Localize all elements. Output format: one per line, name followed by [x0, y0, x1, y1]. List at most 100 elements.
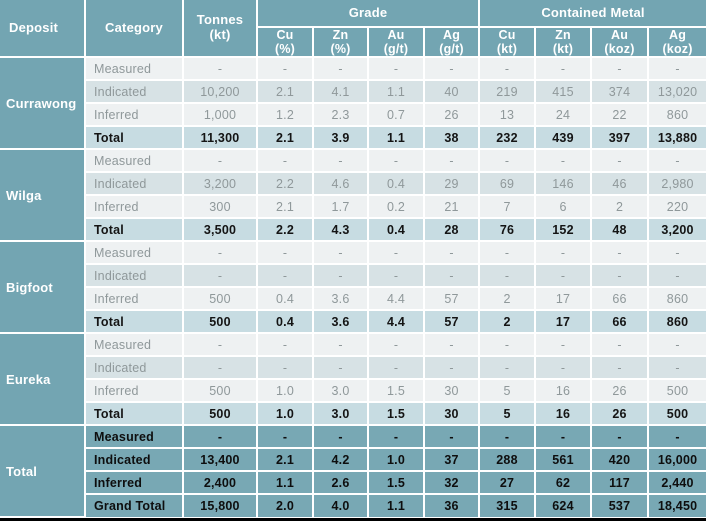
value-cell: -	[648, 57, 706, 81]
value-cell: -	[257, 425, 314, 449]
value-cell: 1,000	[183, 103, 258, 127]
header-grade-ag: Ag (g/t)	[424, 27, 481, 58]
value-cell: 4.4	[368, 310, 425, 334]
value-cell: -	[648, 356, 706, 380]
value-cell: 2,980	[648, 172, 706, 196]
deposit-cell: Currawong	[0, 57, 86, 150]
value-cell: 1.0	[257, 379, 314, 403]
value-cell: -	[424, 425, 481, 449]
value-cell: 27	[479, 471, 537, 495]
table-row: Inferred 500 0.4 3.6 4.4 57 2 17 66 860	[0, 287, 706, 311]
value-cell: -	[648, 333, 706, 357]
value-cell: 66	[591, 287, 650, 311]
value-cell: 57	[424, 287, 481, 311]
value-cell: -	[313, 264, 369, 288]
value-cell: 146	[535, 172, 593, 196]
header-grade-group: Grade	[257, 0, 481, 28]
value-cell: 66	[591, 310, 650, 334]
category-cell: Measured	[85, 57, 184, 81]
table-row: Inferred 2,400 1.1 2.6 1.5 32 27 62 117 2,440	[0, 471, 706, 495]
value-cell: 3,500	[183, 218, 258, 242]
value-cell: 16	[535, 402, 593, 426]
table-row: Indicated 3,200 2.2 4.6 0.4 29 69 146 46 2,980	[0, 172, 706, 196]
value-cell: -	[591, 425, 650, 449]
value-cell: 2.1	[257, 195, 314, 219]
value-cell: -	[183, 57, 258, 81]
value-cell: 1.1	[257, 471, 314, 495]
value-cell: 0.4	[368, 172, 425, 196]
value-cell: 0.4	[257, 310, 314, 334]
value-cell: -	[183, 356, 258, 380]
category-cell: Inferred	[85, 103, 184, 127]
header-metal-au: Au (koz)	[591, 27, 650, 58]
value-cell: 48	[591, 218, 650, 242]
deposit-cell: Total	[0, 425, 86, 518]
value-cell: 860	[648, 310, 706, 334]
value-cell: 288	[479, 448, 537, 472]
value-cell: 62	[535, 471, 593, 495]
category-cell: Indicated	[85, 448, 184, 472]
value-cell: 415	[535, 80, 593, 104]
value-cell: -	[648, 425, 706, 449]
value-cell: -	[424, 333, 481, 357]
value-cell: -	[257, 57, 314, 81]
category-cell: Total	[85, 402, 184, 426]
value-cell: 30	[424, 379, 481, 403]
value-cell: 7	[479, 195, 537, 219]
value-cell: -	[591, 356, 650, 380]
value-cell: -	[257, 356, 314, 380]
value-cell: 2	[591, 195, 650, 219]
value-cell: 500	[183, 310, 258, 334]
category-cell: Grand Total	[85, 494, 184, 517]
value-cell: 420	[591, 448, 650, 472]
value-cell: -	[313, 241, 369, 265]
value-cell: 4.0	[313, 494, 369, 517]
value-cell: 76	[479, 218, 537, 242]
value-cell: -	[535, 57, 593, 81]
value-cell: 500	[183, 402, 258, 426]
value-cell: -	[313, 356, 369, 380]
value-cell: -	[535, 149, 593, 173]
value-cell: 2,440	[648, 471, 706, 495]
value-cell: -	[648, 241, 706, 265]
value-cell: -	[424, 356, 481, 380]
value-cell: 232	[479, 126, 537, 150]
value-cell: 4.3	[313, 218, 369, 242]
value-cell: -	[479, 333, 537, 357]
category-cell: Indicated	[85, 172, 184, 196]
value-cell: 3.6	[313, 287, 369, 311]
category-cell: Total	[85, 310, 184, 334]
deposit-cell: Eureka	[0, 333, 86, 426]
deposit-cell: Bigfoot	[0, 241, 86, 334]
value-cell: 2.3	[313, 103, 369, 127]
value-cell: 4.4	[368, 287, 425, 311]
table-row: Indicated - - - - - - - - -	[0, 264, 706, 288]
value-cell: 26	[591, 379, 650, 403]
value-cell: 13,400	[183, 448, 258, 472]
table-row: Total 500 1.0 3.0 1.5 30 5 16 26 500	[0, 402, 706, 426]
header-metal-group: Contained Metal	[479, 0, 706, 28]
table-row: Total Measured - - - - - - - - -	[0, 425, 706, 518]
value-cell: 1.1	[368, 494, 425, 517]
value-cell: 397	[591, 126, 650, 150]
table-row: Inferred 500 1.0 3.0 1.5 30 5 16 26 500	[0, 379, 706, 403]
value-cell: -	[479, 241, 537, 265]
value-cell: 3.0	[313, 379, 369, 403]
value-cell: 69	[479, 172, 537, 196]
value-cell: -	[479, 149, 537, 173]
value-cell: 315	[479, 494, 537, 517]
value-cell: -	[368, 241, 425, 265]
value-cell: 1.5	[368, 471, 425, 495]
value-cell: -	[424, 149, 481, 173]
value-cell: -	[424, 264, 481, 288]
value-cell: -	[257, 241, 314, 265]
table-row: Wilga Measured - - - - - - - - -	[0, 149, 706, 242]
value-cell: 1.0	[257, 402, 314, 426]
header-grade-cu: Cu (%)	[257, 27, 314, 58]
table-row: Indicated 13,400 2.1 4.2 1.0 37 288 561 420 16,00…	[0, 448, 706, 472]
value-cell: 1.2	[257, 103, 314, 127]
value-cell: 1.1	[368, 126, 425, 150]
value-cell: 5	[479, 402, 537, 426]
value-cell: 4.6	[313, 172, 369, 196]
category-cell: Total	[85, 126, 184, 150]
